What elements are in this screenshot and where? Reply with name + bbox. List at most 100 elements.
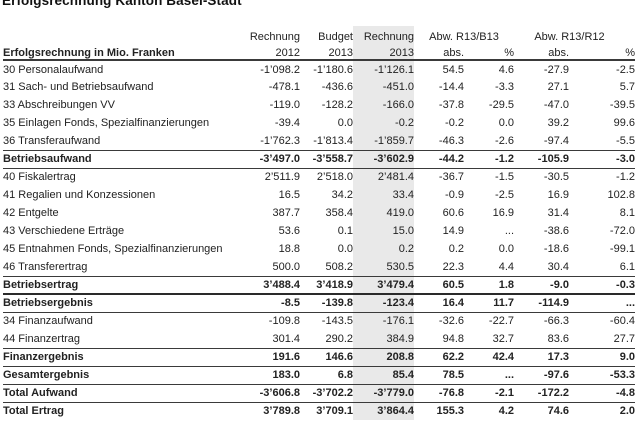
cell-value: 208.8 (353, 347, 414, 367)
cell-value: 0.2 (353, 240, 414, 258)
cell-value: -60.4 (609, 315, 635, 328)
cell-value: 94.8 (442, 332, 464, 345)
table-row: 45 Entnahmen Fonds, Spezialfinanzierunge… (3, 240, 635, 258)
cell-value: ... (569, 294, 635, 313)
col-header-rechnung-2012: Rechnung (249, 31, 300, 43)
cell-value: 30.4 (547, 260, 569, 273)
cell-value: -1’180.6 (313, 63, 353, 76)
cell-value: -128.2 (321, 99, 353, 111)
cell-value: -44.2 (414, 149, 464, 169)
cell-value: -5.5 (616, 134, 635, 147)
table-row: Betriebsaufwand -3’497.0 -3’558.7 -3’602.9-… (3, 149, 635, 169)
row-label: 40 Fiskalertrag (3, 171, 76, 184)
cell-value: 4.2 (498, 405, 514, 418)
cell-value: -0.3 (569, 275, 635, 295)
cell-value: -30.5 (543, 171, 569, 184)
header-spacer (3, 26, 233, 43)
table-body: 30 Personalaufwand -1’098.2 -1’180.6 -1’126… (3, 60, 635, 420)
cell-value: -76.8 (414, 384, 464, 403)
row-label: 46 Transferertrag (3, 260, 88, 273)
table-row: 36 Transferaufwand -1’762.3 -1’813.4 -1’859… (3, 132, 635, 150)
cell-value: -97.4 (543, 134, 569, 147)
cell-value: -39.4 (274, 117, 300, 129)
cell-value: -37.8 (438, 99, 464, 111)
cell-value: -139.8 (300, 294, 353, 313)
cell-value: 419.0 (353, 204, 414, 222)
header-row-2: Erfolgsrechnung in Mio. Franken 2012 201… (3, 43, 635, 61)
cell-value: 6.1 (619, 260, 635, 273)
cell-value: -2.1 (464, 384, 514, 403)
cell-value: 0.2 (448, 243, 464, 255)
cell-value: -166.0 (353, 96, 414, 114)
row-label: 34 Finanzaufwand (3, 315, 93, 328)
cell-value: 3’479.4 (353, 275, 414, 295)
table-row: 31 Sach- und Betriebsaufwand -478.1 -436.6… (3, 78, 635, 96)
cell-value: -478.1 (268, 81, 300, 93)
cell-value: 11.7 (464, 294, 514, 313)
cell-value: 0.1 (337, 225, 353, 237)
row-label: 35 Einlagen Fonds, Spezialfinanzierungen (3, 117, 210, 129)
row-label: Betriebsaufwand (3, 149, 233, 169)
cell-value: -47.0 (543, 99, 569, 111)
cell-value: ... (464, 366, 514, 385)
cell-value: 53.6 (278, 225, 300, 237)
row-label: 42 Entgelte (3, 207, 59, 219)
cell-value: -3’558.7 (300, 149, 353, 169)
row-label: 44 Finanzertrag (3, 332, 81, 345)
abs-label-1: abs. (414, 43, 464, 61)
row-label: 41 Regalien und Konzessionen (3, 189, 156, 201)
cell-value: -436.6 (321, 81, 353, 93)
cell-value: 155.3 (436, 405, 464, 418)
cell-value: 16.4 (414, 294, 464, 313)
erfolgsrechnung-table: Rechnung Budget Rechnung Abw. R13/B13 Ab… (3, 26, 635, 420)
cell-value: 6.8 (300, 366, 353, 385)
cell-value: -114.9 (514, 294, 569, 313)
cell-value: -1’813.4 (313, 134, 353, 147)
cell-value: 3’789.8 (263, 405, 300, 418)
cell-value: 0.0 (498, 243, 514, 255)
cell-value: -4.8 (569, 384, 635, 403)
cell-value: -109.8 (268, 315, 300, 328)
cell-value: ... (504, 225, 514, 237)
cell-value: -1’126.1 (353, 60, 414, 78)
cell-value: -38.6 (543, 225, 569, 237)
cell-value: -0.2 (445, 117, 464, 129)
cell-value: -8.5 (233, 294, 300, 313)
cell-value: 27.7 (613, 332, 635, 345)
cell-value: 387.7 (272, 207, 300, 219)
cell-value: 27.1 (547, 81, 569, 93)
cell-value: -2.6 (495, 134, 514, 147)
cell-value: 16.5 (278, 189, 300, 201)
cell-value: 99.6 (613, 117, 635, 129)
cell-value: 290.2 (325, 332, 353, 345)
cell-value: 2’518.0 (316, 171, 353, 184)
cell-value: 5.7 (619, 81, 635, 93)
year-2013-rechnung-label: 2013 (353, 43, 414, 61)
cell-value: 3’488.4 (233, 275, 300, 295)
cell-value: 0.0 (498, 117, 514, 129)
cell-value: 1.8 (464, 275, 514, 295)
cell-value: -22.7 (488, 315, 514, 328)
row-label: 31 Sach- und Betriebsaufwand (3, 81, 154, 93)
table-row: Betriebsergebnis -8.5 -139.8 -123.4 16.4 11.7… (3, 294, 635, 313)
table-row: 43 Verschiedene Erträge 53.6 0.1 15.0 14.9..… (3, 222, 635, 240)
cell-value: 17.3 (514, 347, 569, 367)
table-header: Rechnung Budget Rechnung Abw. R13/B13 Ab… (3, 26, 635, 61)
table-row: 42 Entgelte 387.7 358.4 419.0 60.6 16.9 31.4 8.… (3, 204, 635, 222)
cell-value: -2.5 (495, 189, 514, 201)
cell-value: 191.6 (233, 347, 300, 367)
cell-value: -3’497.0 (233, 149, 300, 169)
cell-value: 42.4 (464, 347, 514, 367)
cell-value: -18.6 (543, 243, 569, 255)
col-header-abw-r13-r12: Abw. R13/R12 (534, 31, 605, 43)
cell-value: 9.0 (569, 347, 635, 367)
cell-value: 183.0 (233, 366, 300, 385)
header-row-1: Rechnung Budget Rechnung Abw. R13/B13 Ab… (3, 26, 635, 43)
row-label: Gesamtergebnis (3, 366, 233, 385)
cell-value: -1’859.7 (353, 132, 414, 150)
cell-value: -0.9 (445, 189, 464, 201)
cell-value: 0.0 (337, 117, 353, 129)
row-label: 33 Abschreibungen VV (3, 99, 115, 111)
cell-value: -3’702.2 (300, 384, 353, 403)
